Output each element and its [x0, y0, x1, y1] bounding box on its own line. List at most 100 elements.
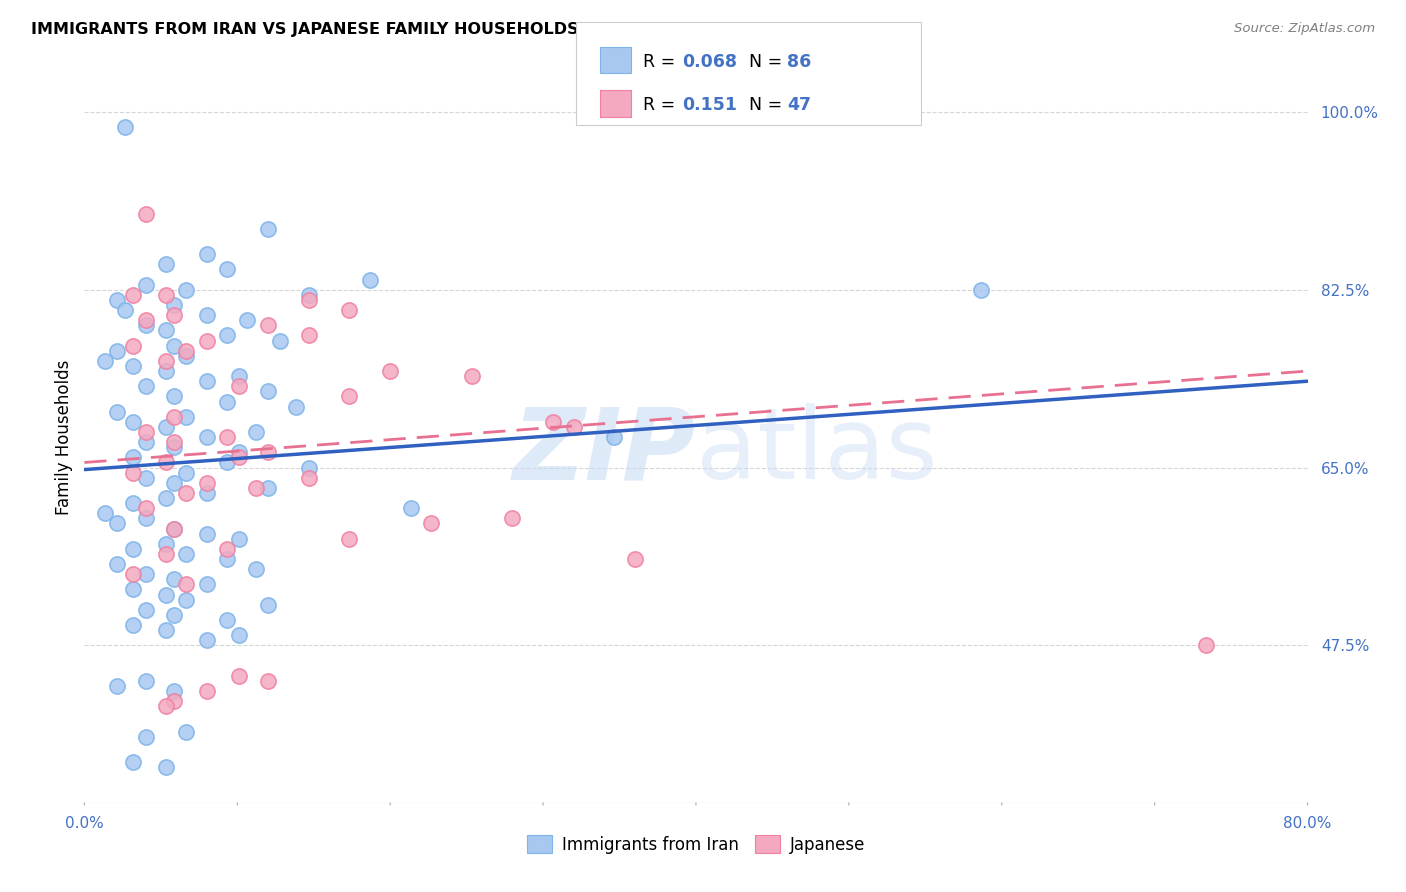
Point	[245, 562, 267, 576]
Point	[174, 592, 197, 607]
Point	[163, 339, 186, 353]
Point	[135, 511, 157, 525]
Point	[257, 445, 280, 459]
Point	[359, 272, 381, 286]
Point	[228, 445, 250, 459]
Point	[257, 318, 280, 333]
Point	[1195, 638, 1218, 652]
Point	[228, 369, 250, 384]
Text: 47: 47	[787, 96, 811, 114]
Point	[155, 699, 177, 714]
Point	[257, 384, 280, 399]
Point	[217, 430, 239, 444]
Point	[195, 684, 218, 698]
Point	[135, 673, 157, 688]
Point	[174, 724, 197, 739]
Text: R =: R =	[643, 53, 681, 70]
Point	[122, 466, 145, 480]
Point	[135, 277, 157, 292]
Text: ZIP: ZIP	[513, 403, 696, 500]
Point	[461, 369, 484, 384]
Point	[155, 491, 177, 505]
Point	[163, 521, 186, 535]
Point	[245, 425, 267, 439]
Point	[195, 334, 218, 348]
Point	[135, 313, 157, 327]
Point	[624, 552, 647, 566]
Point	[217, 552, 239, 566]
Point	[174, 547, 197, 561]
Point	[195, 486, 218, 500]
Text: N =: N =	[749, 53, 789, 70]
Point	[298, 293, 321, 307]
Point	[135, 501, 157, 516]
Point	[603, 430, 626, 444]
Point	[93, 506, 115, 520]
Text: N =: N =	[749, 96, 789, 114]
Text: IMMIGRANTS FROM IRAN VS JAPANESE FAMILY HOUSEHOLDS CORRELATION CHART: IMMIGRANTS FROM IRAN VS JAPANESE FAMILY …	[31, 22, 776, 37]
Point	[174, 466, 197, 480]
Point	[122, 618, 145, 632]
Legend: Immigrants from Iran, Japanese: Immigrants from Iran, Japanese	[520, 829, 872, 860]
Point	[163, 521, 186, 535]
Point	[135, 471, 157, 485]
Point	[105, 405, 128, 419]
Point	[155, 623, 177, 637]
Point	[228, 450, 250, 465]
Point	[502, 511, 524, 525]
Point	[122, 541, 145, 556]
Point	[105, 679, 128, 693]
Point	[155, 547, 177, 561]
Point	[195, 475, 218, 490]
Point	[114, 120, 136, 135]
Point	[217, 328, 239, 343]
Point	[105, 293, 128, 307]
Point	[155, 288, 177, 302]
Point	[155, 323, 177, 337]
Point	[122, 288, 145, 302]
Point	[339, 389, 361, 403]
Point	[339, 532, 361, 546]
Point	[217, 262, 239, 277]
Point	[155, 364, 177, 378]
Point	[195, 526, 218, 541]
Point	[174, 283, 197, 297]
Point	[285, 400, 308, 414]
Point	[217, 541, 239, 556]
Point	[174, 343, 197, 358]
Point	[155, 760, 177, 774]
Point	[155, 354, 177, 368]
Text: R =: R =	[643, 96, 686, 114]
Point	[163, 389, 186, 403]
Point	[163, 475, 186, 490]
Point	[380, 364, 402, 378]
Text: 0.151: 0.151	[682, 96, 737, 114]
Point	[195, 374, 218, 388]
Point	[245, 481, 267, 495]
Point	[298, 471, 321, 485]
Point	[135, 603, 157, 617]
Point	[135, 567, 157, 582]
Point	[155, 257, 177, 271]
Point	[257, 481, 280, 495]
Text: Source: ZipAtlas.com: Source: ZipAtlas.com	[1234, 22, 1375, 36]
Point	[174, 486, 197, 500]
Point	[195, 308, 218, 322]
Point	[257, 673, 280, 688]
Point	[122, 567, 145, 582]
Y-axis label: Family Households: Family Households	[55, 359, 73, 515]
Point	[163, 694, 186, 708]
Point	[93, 354, 115, 368]
Point	[298, 328, 321, 343]
Point	[174, 409, 197, 424]
Point	[122, 359, 145, 373]
Point	[339, 303, 361, 318]
Point	[155, 455, 177, 469]
Point	[122, 339, 145, 353]
Point	[163, 409, 186, 424]
Point	[163, 572, 186, 586]
Point	[543, 415, 565, 429]
Point	[135, 318, 157, 333]
Point	[236, 313, 259, 327]
Point	[195, 633, 218, 648]
